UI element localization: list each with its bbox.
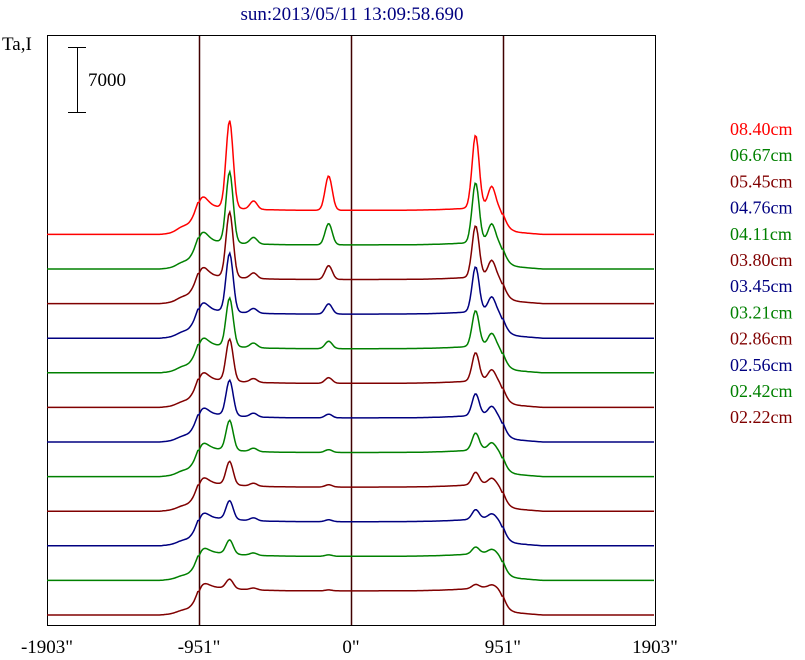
- legend-item: 02.56cm: [730, 355, 793, 375]
- x-tick-label: 0": [342, 637, 359, 658]
- series-line-03.45cm: [47, 378, 654, 443]
- x-tick-label: 951": [485, 637, 521, 658]
- legend-item: 05.45cm: [730, 171, 793, 191]
- x-tick-label: 1903": [632, 637, 678, 658]
- series-lines: [47, 120, 654, 616]
- legend-item: 06.67cm: [730, 145, 793, 165]
- x-tick-labels: -1903" -951" 0" 951" 1903": [21, 637, 678, 658]
- chart-title: sun:2013/05/11 13:09:58.690: [240, 4, 463, 25]
- legend-item: 04.11cm: [730, 224, 792, 244]
- legend-item: 08.40cm: [730, 119, 793, 139]
- series-line-02.42cm: [47, 538, 654, 582]
- series-line-06.67cm: [47, 169, 654, 270]
- x-tick-label: -1903": [21, 637, 73, 658]
- x-tick-label: -951": [178, 637, 221, 658]
- legend-item: 03.80cm: [730, 250, 793, 270]
- y-axis-label: Ta,I: [2, 34, 32, 55]
- legend-item: 03.45cm: [730, 276, 793, 296]
- series-line-02.22cm: [47, 578, 654, 616]
- series-line-05.45cm: [47, 209, 654, 305]
- series-line-02.56cm: [47, 499, 654, 547]
- series-line-03.21cm: [47, 418, 654, 478]
- scale-bar-label: 7000: [88, 70, 126, 91]
- legend-item: 03.21cm: [730, 302, 793, 322]
- series-line-03.80cm: [47, 337, 654, 409]
- plot-frame: [47, 35, 656, 626]
- series-line-04.11cm: [47, 296, 654, 374]
- legend-item: 04.76cm: [730, 198, 793, 218]
- scale-bar: [68, 47, 86, 113]
- series-line-02.86cm: [47, 460, 654, 512]
- series-line-08.40cm: [47, 120, 654, 236]
- legend-item: 02.42cm: [730, 381, 793, 401]
- legend: 08.40cm 06.67cm 05.45cm 04.76cm 04.11cm 03.80…: [730, 119, 793, 427]
- series-line-04.76cm: [47, 251, 654, 339]
- legend-item: 02.22cm: [730, 407, 793, 427]
- reference-lines: [198, 36, 505, 625]
- legend-item: 02.86cm: [730, 329, 793, 349]
